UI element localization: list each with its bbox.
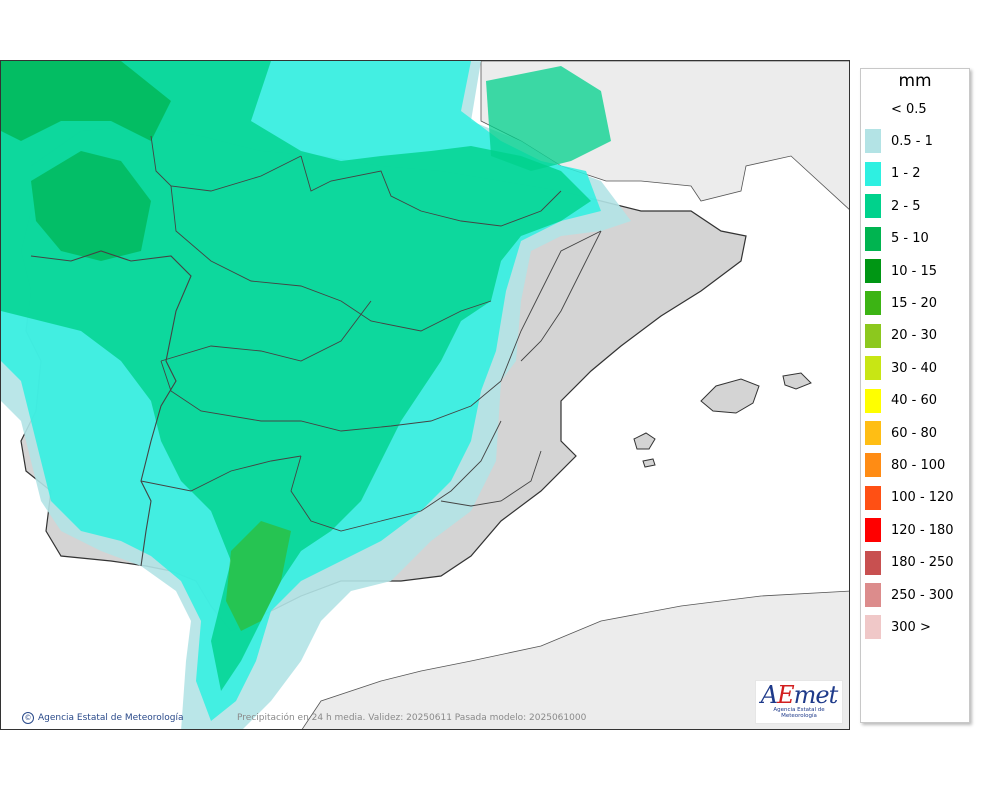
legend-row: 30 - 40 [865,356,938,381]
legend-label: 250 - 300 [891,587,954,603]
legend-swatch [865,485,881,510]
logo-subtitle: Agencia Estatal de Meteorología [773,707,825,719]
map-canvas [1,61,849,729]
legend-row: 180 - 250 [865,550,954,575]
legend-label: 5 - 10 [891,231,929,247]
precipitation-field [1,61,631,729]
legend-label: 100 - 120 [891,490,954,506]
legend-swatch [865,421,881,445]
legend-swatch [865,194,881,219]
copyright-icon: © [22,712,34,724]
legend-label: 300 > [891,619,931,635]
legend-label: 0.5 - 1 [891,133,933,149]
portugal-border [30,250,192,567]
legend-swatch [865,388,881,413]
legend-swatch [865,161,881,186]
legend-row: 5 - 10 [865,226,929,251]
legend-swatch [865,291,881,316]
precip-15-20-south [226,521,291,631]
legend-swatch [865,129,881,154]
legend-label: 120 - 180 [891,522,954,538]
north-africa-landmass [301,590,849,729]
legend-swatch [865,323,881,348]
logo-wordmark: AEmet [760,681,838,709]
legend-row: 40 - 60 [865,388,938,413]
legend-row: 2 - 5 [865,194,921,219]
menorca [782,372,812,390]
legend-row: 100 - 120 [865,485,954,510]
legend-label: 180 - 250 [891,555,954,571]
aemet-credit: © Agencia Estatal de Meteorología [22,712,184,724]
legend-swatch [865,356,881,381]
legend-row: 15 - 20 [865,291,938,316]
legend-swatch [865,226,881,251]
legend-swatch [865,615,881,640]
legend-label: 60 - 80 [891,425,938,441]
legend-row: 80 - 100 [865,453,946,478]
legend-swatch [865,583,881,607]
precip-2-5 [1,61,591,691]
legend-swatch [865,259,881,283]
legend-unit: mm [898,71,932,91]
mallorca [700,378,760,414]
legend-label: < 0.5 [891,101,927,117]
regional-borders [140,135,602,532]
legend-label: 15 - 20 [891,295,938,311]
legend-label: 2 - 5 [891,198,921,214]
legend-swatch [865,453,881,478]
legend-row: 0.5 - 1 [865,129,933,154]
precip-2-5-sea [486,66,611,171]
legend-swatch [865,97,881,121]
map-caption: Precipitación en 24 h media. Validez: 20… [237,713,587,723]
aemet-logo: AEmet Agencia Estatal de Meteorología [755,680,843,724]
legend-label: 10 - 15 [891,263,938,279]
ibiza [633,432,656,450]
precipitation-map [0,60,850,730]
formentera [642,458,656,468]
legend-row: 10 - 15 [865,259,937,283]
legend-label: 40 - 60 [891,393,938,409]
legend-row: 300 > [865,615,931,640]
legend-label: 1 - 2 [891,166,921,182]
precipitation-legend: mm < 0.5 0.5 - 1 1 - 2 2 - 5 5 - 10 10 - 15 15… [860,68,970,723]
legend-row: 20 - 30 [865,323,938,348]
precip-5-10-galicia [31,151,151,261]
legend-row: 1 - 2 [865,161,921,186]
precip-5-10-north [1,61,171,141]
credit-text: Agencia Estatal de Meteorología [38,713,184,723]
legend-swatch [865,550,881,575]
legend-label: 20 - 30 [891,328,938,344]
legend-label: 30 - 40 [891,360,938,376]
legend-label: 80 - 100 [891,457,946,473]
legend-row: < 0.5 [865,97,927,121]
legend-swatch [865,518,881,543]
legend-row: 250 - 300 [865,583,954,607]
legend-row: 120 - 180 [865,518,954,543]
legend-row: 60 - 80 [865,421,937,445]
